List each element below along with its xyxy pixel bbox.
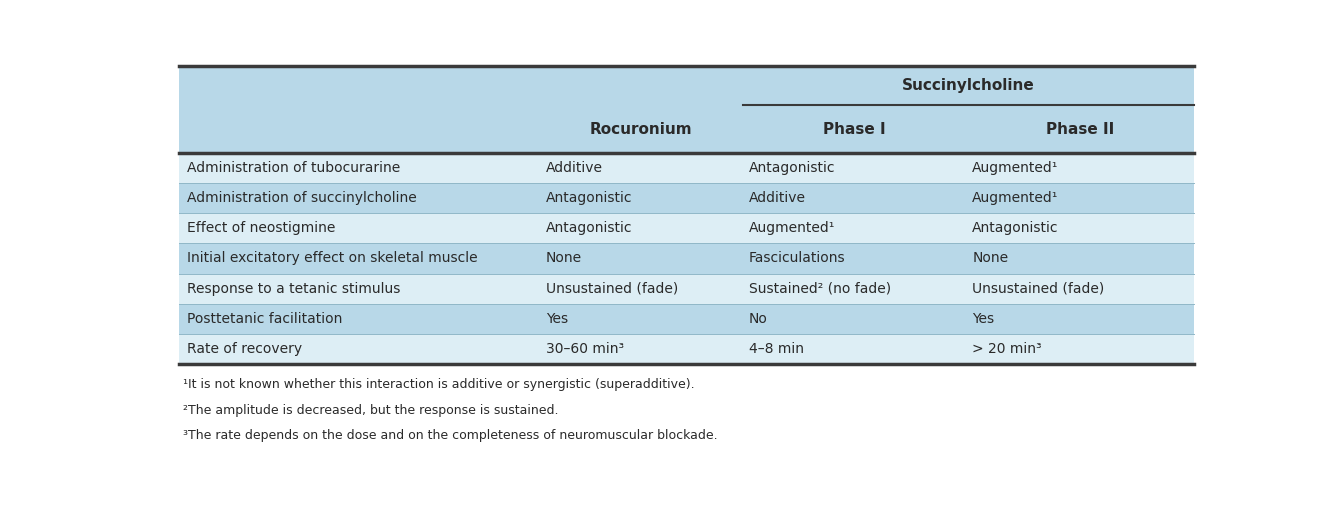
Text: ³The rate depends on the dose and on the completeness of neuromuscular blockade.: ³The rate depends on the dose and on the…	[184, 429, 718, 442]
Text: Additive: Additive	[545, 162, 603, 176]
Text: None: None	[545, 252, 582, 266]
Text: ¹It is not known whether this interaction is additive or synergistic (superaddit: ¹It is not known whether this interactio…	[184, 378, 694, 391]
Text: No: No	[749, 312, 768, 326]
Bar	[180, 333, 1194, 364]
Text: > 20 min³: > 20 min³	[972, 342, 1041, 355]
Text: Rate of recovery: Rate of recovery	[186, 342, 302, 355]
Text: Response to a tetanic stimulus: Response to a tetanic stimulus	[186, 281, 401, 295]
Text: Additive: Additive	[749, 191, 805, 205]
Text: Phase II: Phase II	[1047, 121, 1115, 137]
Text: Antagonistic: Antagonistic	[972, 221, 1059, 235]
Text: Effect of neostigmine: Effect of neostigmine	[186, 221, 335, 235]
Bar	[180, 214, 1194, 243]
Text: Augmented¹: Augmented¹	[749, 221, 835, 235]
Text: Augmented¹: Augmented¹	[972, 191, 1059, 205]
Text: 4–8 min: 4–8 min	[749, 342, 804, 355]
Text: Phase I: Phase I	[823, 121, 886, 137]
Text: None: None	[972, 252, 1008, 266]
Text: Sustained² (no fade): Sustained² (no fade)	[749, 281, 891, 295]
Bar	[180, 274, 1194, 304]
Text: 30–60 min³: 30–60 min³	[545, 342, 624, 355]
Text: ²The amplitude is decreased, but the response is sustained.: ²The amplitude is decreased, but the res…	[184, 404, 559, 417]
Text: Augmented¹: Augmented¹	[972, 162, 1059, 176]
Bar	[180, 243, 1194, 274]
Text: Antagonistic: Antagonistic	[545, 191, 632, 205]
Bar	[180, 304, 1194, 333]
Text: Administration of succinylcholine: Administration of succinylcholine	[186, 191, 417, 205]
Text: Yes: Yes	[972, 312, 994, 326]
Bar	[180, 153, 1194, 183]
Text: Antagonistic: Antagonistic	[749, 162, 835, 176]
Text: Administration of tubocurarine: Administration of tubocurarine	[186, 162, 401, 176]
Text: Unsustained (fade): Unsustained (fade)	[972, 281, 1104, 295]
Text: Fasciculations: Fasciculations	[749, 252, 846, 266]
Text: Initial excitatory effect on skeletal muscle: Initial excitatory effect on skeletal mu…	[186, 252, 477, 266]
Bar	[180, 183, 1194, 214]
Text: Posttetanic facilitation: Posttetanic facilitation	[186, 312, 342, 326]
Text: Unsustained (fade): Unsustained (fade)	[545, 281, 678, 295]
Text: Rocuronium: Rocuronium	[590, 121, 693, 137]
Text: Yes: Yes	[545, 312, 568, 326]
Text: Succinylcholine: Succinylcholine	[902, 78, 1034, 93]
Text: Antagonistic: Antagonistic	[545, 221, 632, 235]
